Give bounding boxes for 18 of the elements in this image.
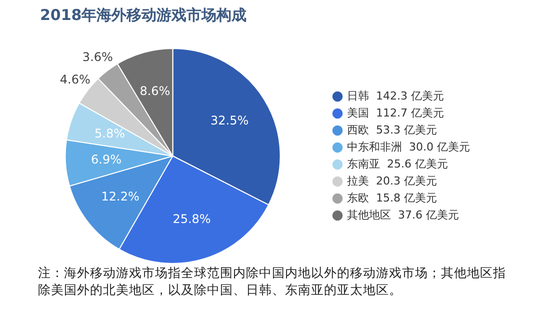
data-label: 8.6% [140,84,170,98]
data-label: 4.6% [60,72,90,86]
legend-label: 拉美 20.3 亿美元 [347,174,437,188]
data-label: 25.8% [172,212,211,226]
legend-label: 中东和非洲 30.0 亿美元 [347,140,470,154]
legend-label: 日韩 142.3 亿美元 [347,89,444,102]
data-label: 5.8% [94,126,126,140]
chart-title: 2018年海外移动游戏市场构成 [40,6,247,25]
legend-label: 美国 112.7 亿美元 [347,106,444,120]
data-label: 3.6% [82,50,113,64]
data-label: 6.9% [91,152,122,167]
legend-label: 东欧 15.8 亿美元 [347,191,437,204]
text: 注：海外移动游戏市场指全球范围内除中国内地以外的移动游戏市场；其他地区指除美国外的北美地区，以及除中国、日韩、东南亚的亚太地区。 [38,264,507,298]
legend-label: 东南亚 25.6 亿美元 [347,157,448,170]
data-label: 32.5% [210,113,249,128]
legend-label: 其他地区 37.6 亿美元 [347,208,459,222]
data-label: 12.2% [101,189,140,204]
legend-label: 西欧 53.3 亿美元 [347,123,437,136]
